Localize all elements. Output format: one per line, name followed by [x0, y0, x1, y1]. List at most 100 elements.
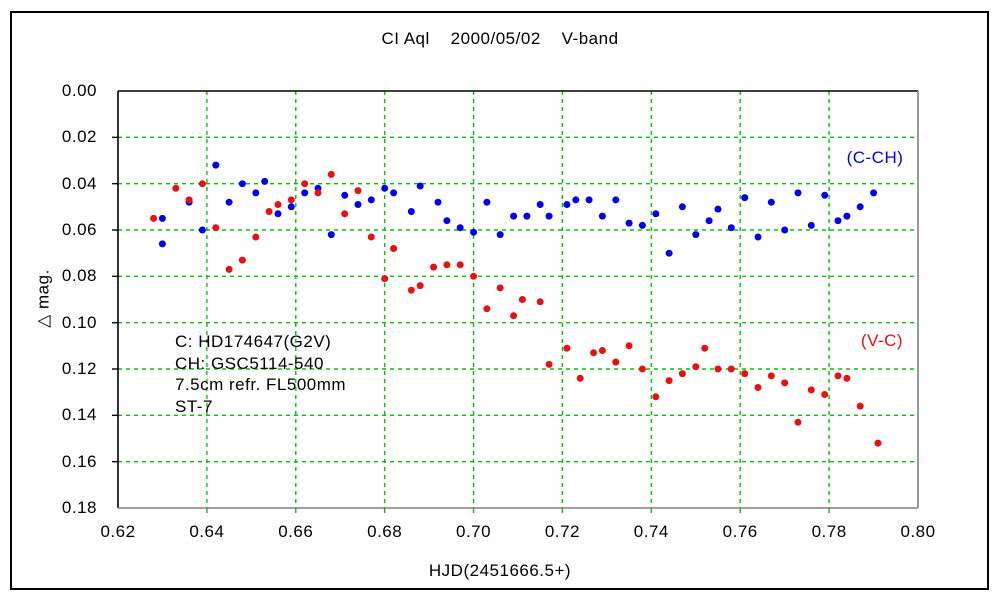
data-point [714, 365, 722, 373]
data-point [598, 347, 606, 354]
data-point [354, 201, 362, 208]
data-point [265, 208, 273, 215]
data-point [470, 228, 478, 236]
data-point [172, 184, 180, 192]
y-tick-label: 0.10 [61, 312, 97, 332]
data-point [274, 201, 282, 208]
data-point [807, 386, 815, 394]
y-tick-label: 0.02 [61, 127, 97, 147]
data-point [692, 363, 700, 371]
data-point [714, 205, 722, 213]
y-tick-label: 0.06 [61, 220, 97, 239]
data-point [301, 180, 309, 188]
data-point [314, 189, 322, 197]
data-point [598, 212, 606, 220]
data-point [238, 180, 246, 188]
data-point [536, 298, 544, 306]
annotation-line: C: HD174647(G2V) [175, 332, 332, 351]
data-point [198, 226, 206, 234]
annotation-line: 7.5cm refr. FL500mm [175, 375, 347, 394]
data-point [741, 194, 749, 202]
data-point [572, 196, 580, 204]
data-point [327, 231, 335, 239]
page-border [10, 11, 989, 590]
data-point [563, 201, 571, 208]
y-tick-label: 0.04 [61, 173, 97, 193]
data-point [545, 360, 553, 368]
data-point [625, 342, 633, 350]
data-point [274, 210, 282, 218]
data-point [198, 180, 206, 188]
data-point [483, 198, 491, 206]
data-point [456, 224, 464, 232]
data-point [212, 224, 220, 232]
data-point [381, 184, 389, 192]
data-point [767, 198, 775, 206]
data-point [510, 212, 518, 220]
data-point [652, 210, 660, 218]
x-tick-label: 0.72 [544, 522, 580, 541]
y-tick-label: 0.00 [61, 81, 97, 100]
x-axis-title: HJD(2451666.5+) [428, 561, 572, 580]
data-point [701, 344, 709, 352]
x-tick-label: 0.64 [189, 522, 225, 541]
data-point [612, 196, 620, 204]
data-point [794, 418, 802, 426]
data-point [665, 377, 673, 385]
grid-lines [118, 91, 918, 508]
data-point [252, 233, 260, 241]
data-point [727, 224, 735, 232]
data-point [483, 305, 491, 313]
data-point [416, 182, 424, 190]
data-point [407, 286, 415, 294]
data-point [252, 189, 260, 197]
x-tick-label: 0.70 [456, 522, 492, 541]
data-point [496, 284, 504, 292]
chart-title: CI Aql 2000/05/02 V-band [381, 29, 619, 48]
data-point [430, 263, 438, 271]
data-point [212, 161, 220, 169]
data-point [434, 198, 442, 206]
data-point [496, 231, 504, 239]
data-point [367, 196, 375, 204]
data-point [781, 226, 789, 234]
data-point [390, 189, 398, 197]
x-tick-label: 0.74 [633, 522, 669, 541]
y-tick-label: 0.16 [61, 451, 97, 471]
data-point [158, 240, 166, 248]
data-point [158, 214, 166, 222]
x-tick-label: 0.76 [722, 522, 758, 541]
data-point [727, 365, 735, 373]
data-point [443, 217, 451, 225]
data-point [301, 189, 309, 197]
data-point [754, 384, 762, 391]
data-point [856, 203, 864, 211]
data-point [652, 393, 660, 401]
y-tick-label: 0.18 [61, 498, 97, 517]
data-point [185, 196, 193, 204]
data-point [416, 282, 424, 290]
data-point [807, 221, 815, 229]
data-point [523, 212, 531, 220]
data-point [407, 208, 415, 215]
x-tick-label: 0.62 [100, 522, 136, 541]
data-point [870, 189, 878, 197]
data-point [638, 365, 646, 373]
data-point [794, 189, 802, 197]
data-point [510, 312, 518, 320]
x-tick-label: 0.68 [367, 522, 403, 541]
series-v-c-points [150, 170, 882, 447]
data-point [518, 296, 526, 303]
data-point [665, 249, 673, 257]
x-tick-label: 0.66 [278, 522, 314, 541]
data-point [590, 349, 598, 357]
data-point [625, 219, 633, 227]
data-point [287, 203, 295, 211]
data-point [612, 358, 620, 366]
data-point [874, 439, 882, 447]
x-tick-label: 0.78 [811, 522, 847, 541]
data-point [287, 196, 295, 204]
tick-marks [112, 136, 830, 513]
data-point [150, 214, 158, 222]
